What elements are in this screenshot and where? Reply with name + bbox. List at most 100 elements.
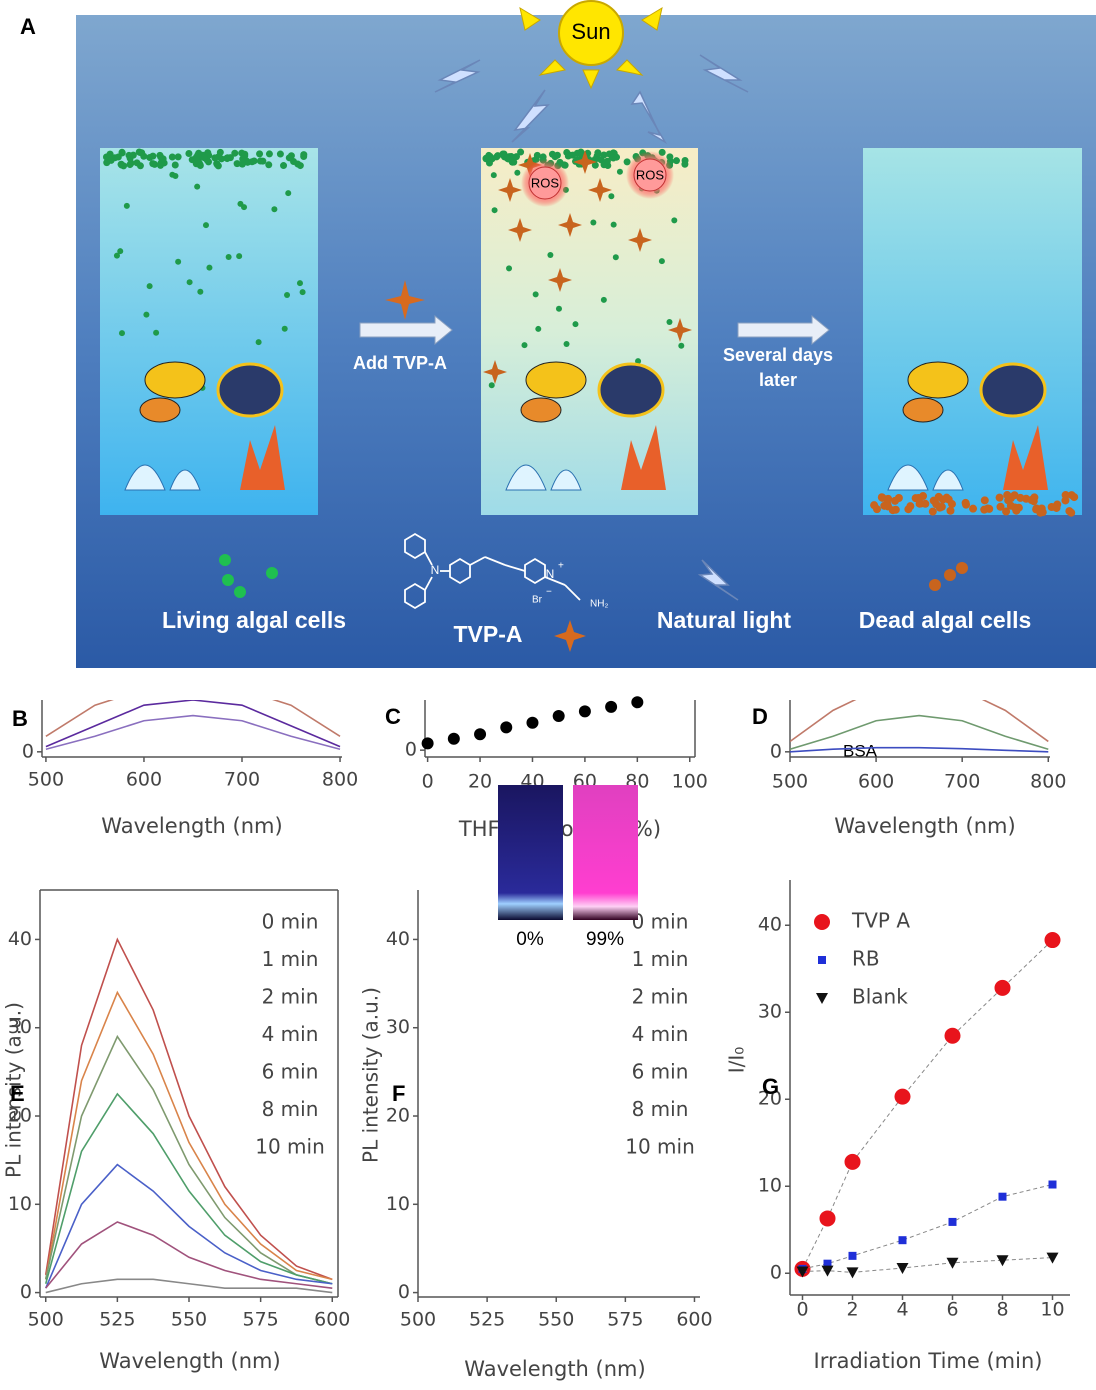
alga: [486, 160, 493, 167]
legend-label: 8 min: [632, 1097, 689, 1121]
point: [500, 721, 512, 733]
legend-label: TVP A: [851, 909, 910, 933]
x-tick-label: 600: [676, 1309, 712, 1331]
fish: [218, 364, 282, 416]
panel-label: A: [20, 14, 36, 39]
x-tick-label: 500: [400, 1309, 436, 1331]
x-axis-label: Irradiation Time (min): [814, 1349, 1043, 1373]
dead-alga: [1068, 491, 1076, 499]
alga: [504, 155, 511, 162]
chart: 500525550575600010203040Wavelength (nm)P…: [2, 890, 351, 1373]
x-tick-label: 525: [99, 1309, 135, 1331]
dead-alga: [948, 500, 956, 508]
alga: [211, 154, 218, 161]
alga: [149, 160, 156, 167]
step-label: Several days: [723, 345, 833, 365]
alga: [119, 330, 125, 336]
alga: [613, 254, 619, 260]
alga: [300, 153, 307, 160]
y-tick-label: 0: [770, 1262, 782, 1284]
atom-label: Br: [532, 595, 543, 606]
x-tick-label: 550: [171, 1309, 207, 1331]
x-axis-label: Wavelength (nm): [101, 814, 282, 838]
dead-alga: [946, 507, 954, 515]
y-axis-label: PL intensity (a.u.): [359, 987, 383, 1163]
point: [820, 1210, 836, 1226]
inset-label: 0%: [516, 929, 544, 950]
alga: [197, 289, 203, 295]
alga: [119, 149, 126, 156]
dead-alga: [895, 494, 903, 502]
alga: [172, 162, 179, 169]
tank: [863, 148, 1082, 515]
sun-label: Sun: [571, 19, 610, 44]
dead-alga: [1002, 508, 1010, 516]
dead-alga: [1015, 504, 1023, 512]
alga: [617, 169, 623, 175]
alga: [124, 203, 130, 209]
alga: [556, 306, 562, 312]
x-tick-label: 500: [28, 1309, 64, 1331]
panel-label: G: [762, 1074, 779, 1099]
alga: [601, 297, 607, 303]
tank: [481, 148, 698, 515]
step-label: Add TVP-A: [353, 353, 447, 373]
series-line: [790, 684, 1048, 741]
dead-alga: [873, 505, 881, 513]
dead-alga: [996, 494, 1004, 502]
atom-label: N: [546, 567, 555, 581]
alga: [257, 157, 264, 164]
legend-label: Natural light: [657, 607, 792, 633]
alga: [256, 339, 262, 345]
point: [448, 733, 460, 745]
chart: 5006007008000Wavelength (nm)DBSA: [752, 684, 1066, 838]
point: [947, 1258, 959, 1269]
x-tick-label: 100: [672, 771, 708, 793]
legend-label: Dead algal cells: [859, 607, 1032, 633]
panel-a: A Sun Add TVP-A Several days later ROS R…: [20, 1, 1096, 668]
legend-label: 8 min: [262, 1097, 319, 1121]
alga: [300, 289, 306, 295]
x-tick-label: 500: [772, 771, 808, 793]
dead-alga: [1053, 504, 1061, 512]
dead-alga: [969, 505, 977, 513]
point: [422, 737, 434, 749]
point: [895, 1089, 911, 1105]
alga: [671, 217, 677, 223]
y-tick-label: 20: [386, 1105, 410, 1127]
x-tick-label: 525: [469, 1309, 505, 1331]
alga: [118, 161, 125, 168]
atom-label: +: [558, 561, 564, 572]
legend-label: 4 min: [262, 1022, 319, 1046]
alga: [175, 259, 181, 265]
fish: [903, 398, 943, 422]
y-axis-label: I/I₀: [725, 1047, 749, 1074]
legend-label: 6 min: [262, 1060, 319, 1084]
figure: A Sun Add TVP-A Several days later ROS R…: [0, 0, 1096, 1385]
alga: [535, 326, 541, 332]
alga: [172, 173, 178, 179]
y-tick-label: 40: [758, 914, 782, 936]
y-tick-label: 0: [20, 1281, 32, 1303]
alga: [169, 154, 176, 161]
alga: [224, 155, 231, 162]
inset-label: 99%: [586, 929, 624, 950]
alga: [594, 149, 601, 156]
x-tick-label: 6: [946, 1299, 958, 1321]
alga: [149, 153, 156, 160]
legend-label: Living algal cells: [162, 607, 346, 633]
point: [949, 1218, 957, 1226]
point: [849, 1252, 857, 1260]
dead-alga: [938, 503, 946, 511]
alga: [572, 321, 578, 327]
alga: [286, 154, 293, 161]
point: [995, 980, 1011, 996]
alga: [147, 283, 153, 289]
legend-label: 2 min: [632, 985, 689, 1009]
dead-alga: [962, 501, 970, 509]
alga: [489, 382, 495, 388]
fish: [908, 362, 968, 398]
point: [845, 1154, 861, 1170]
fish: [599, 364, 663, 416]
fish: [521, 398, 561, 422]
